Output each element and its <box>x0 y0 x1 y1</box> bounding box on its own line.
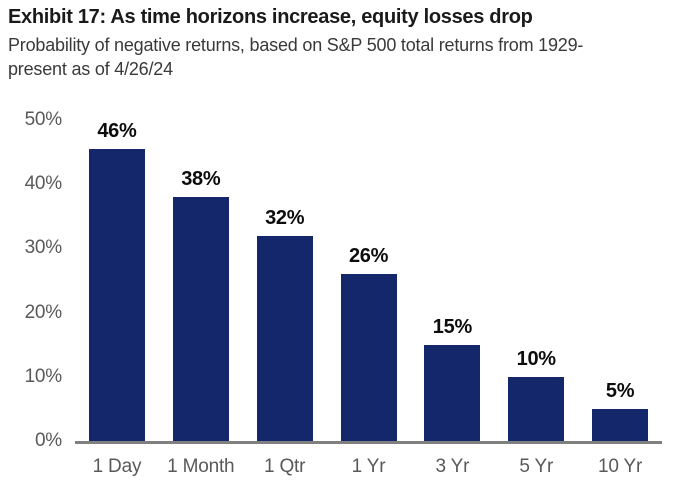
y-axis-tick-label: 30% <box>24 237 63 259</box>
bar <box>340 274 397 441</box>
x-axis: 1 Day 1 Month 1 Qtr 1 Yr 3 Yr 5 Yr 10 Yr <box>75 444 662 478</box>
x-axis-label: 5 Yr <box>519 456 554 477</box>
x-axis-label: 1 Qtr <box>264 456 306 477</box>
bar <box>424 344 481 441</box>
bar-column: 10% <box>494 120 578 441</box>
y-axis-tick-label: 50% <box>24 109 63 130</box>
x-axis-label: 1 Month <box>167 456 235 477</box>
chart-title: Exhibit 17: As time horizons increase, e… <box>8 6 533 28</box>
x-axis-label: 1 Day <box>92 456 142 477</box>
bar-value-label: 10% <box>516 347 556 370</box>
bar <box>592 408 649 441</box>
bar-column: 26% <box>327 120 411 441</box>
x-axis-label: 10 Yr <box>598 456 643 477</box>
bar-value-label: 32% <box>265 206 305 229</box>
bar-column: 38% <box>159 120 243 441</box>
y-axis-tick-label: 0% <box>34 430 62 451</box>
bar-column: 15% <box>410 120 494 441</box>
x-axis-label: 1 Yr <box>351 456 386 477</box>
bar-value-label: 15% <box>432 315 472 338</box>
bar-value-label: 46% <box>97 120 137 142</box>
bar-column: 46% <box>75 120 159 441</box>
bar-value-label: 5% <box>605 379 635 402</box>
chart-subtitle: Probability of negative returns, based o… <box>8 35 584 80</box>
y-axis: 0% 10% 20% 30% 40% 50% <box>0 109 63 451</box>
plot-area: 46% 38% 32% 26% 15% 10% 5% <box>75 120 662 444</box>
bar <box>88 149 145 441</box>
y-axis-tick-label: 40% <box>24 173 63 195</box>
bar <box>172 197 229 441</box>
bar <box>508 376 565 441</box>
y-axis-tick-label: 10% <box>24 365 63 387</box>
bar-value-label: 38% <box>181 168 221 191</box>
bar <box>256 235 313 441</box>
bar-column: 32% <box>243 120 327 441</box>
bar-column: 5% <box>578 120 662 441</box>
x-axis-label: 3 Yr <box>435 456 470 477</box>
y-axis-tick-label: 20% <box>24 301 63 323</box>
bar-value-label: 26% <box>348 245 389 268</box>
